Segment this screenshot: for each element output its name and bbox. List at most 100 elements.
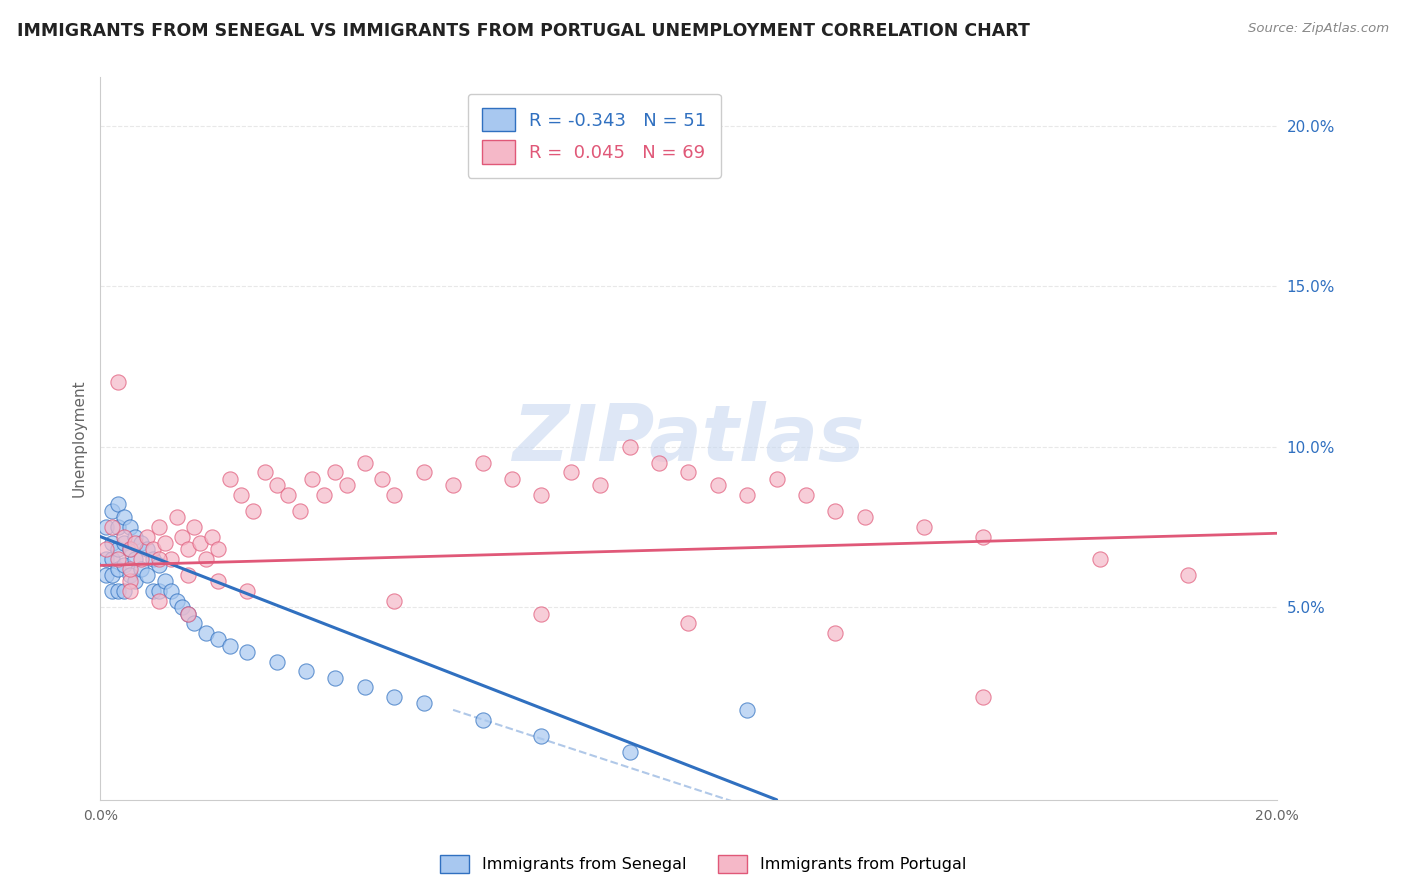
- Point: [131, 536, 153, 550]
- Point: [148, 593, 170, 607]
- Point: [94, 568, 117, 582]
- Point: [735, 703, 758, 717]
- Point: [501, 472, 523, 486]
- Point: [136, 568, 159, 582]
- Point: [218, 472, 240, 486]
- Point: [107, 497, 129, 511]
- Point: [153, 574, 176, 589]
- Point: [266, 655, 288, 669]
- Point: [253, 465, 276, 479]
- Point: [371, 472, 394, 486]
- Point: [207, 542, 229, 557]
- Legend: Immigrants from Senegal, Immigrants from Portugal: Immigrants from Senegal, Immigrants from…: [433, 848, 973, 880]
- Point: [166, 510, 188, 524]
- Point: [1177, 568, 1199, 582]
- Point: [678, 465, 700, 479]
- Point: [195, 552, 218, 566]
- Point: [101, 520, 124, 534]
- Point: [177, 607, 200, 621]
- Point: [101, 568, 124, 582]
- Point: [853, 510, 876, 524]
- Point: [107, 520, 129, 534]
- Point: [231, 488, 253, 502]
- Point: [183, 616, 205, 631]
- Point: [412, 465, 434, 479]
- Point: [148, 558, 170, 573]
- Point: [589, 478, 612, 492]
- Point: [101, 552, 124, 566]
- Point: [188, 536, 211, 550]
- Point: [530, 729, 553, 743]
- Point: [148, 520, 170, 534]
- Point: [94, 552, 117, 566]
- Point: [101, 536, 124, 550]
- Point: [153, 536, 176, 550]
- Point: [112, 510, 135, 524]
- Point: [118, 568, 141, 582]
- Text: Source: ZipAtlas.com: Source: ZipAtlas.com: [1249, 22, 1389, 36]
- Point: [107, 584, 129, 599]
- Point: [94, 542, 117, 557]
- Point: [207, 574, 229, 589]
- Point: [118, 542, 141, 557]
- Text: IMMIGRANTS FROM SENEGAL VS IMMIGRANTS FROM PORTUGAL UNEMPLOYMENT CORRELATION CHA: IMMIGRANTS FROM SENEGAL VS IMMIGRANTS FR…: [17, 22, 1029, 40]
- Point: [530, 607, 553, 621]
- Point: [288, 504, 311, 518]
- Point: [824, 504, 846, 518]
- Point: [678, 616, 700, 631]
- Point: [107, 561, 129, 575]
- Point: [94, 520, 117, 534]
- Point: [101, 504, 124, 518]
- Point: [183, 520, 205, 534]
- Point: [177, 607, 200, 621]
- Point: [560, 465, 582, 479]
- Point: [236, 645, 259, 659]
- Point: [118, 520, 141, 534]
- Point: [136, 529, 159, 543]
- Point: [765, 472, 787, 486]
- Point: [107, 552, 129, 566]
- Point: [266, 478, 288, 492]
- Point: [112, 558, 135, 573]
- Point: [131, 552, 153, 566]
- Point: [159, 552, 181, 566]
- Point: [382, 690, 405, 704]
- Point: [735, 488, 758, 502]
- Point: [142, 542, 165, 557]
- Legend: R = -0.343   N = 51, R =  0.045   N = 69: R = -0.343 N = 51, R = 0.045 N = 69: [468, 94, 721, 178]
- Point: [136, 542, 159, 557]
- Point: [1088, 552, 1111, 566]
- Point: [118, 561, 141, 575]
- Point: [972, 529, 994, 543]
- Point: [124, 536, 146, 550]
- Point: [242, 504, 264, 518]
- Point: [295, 665, 318, 679]
- Point: [131, 561, 153, 575]
- Point: [159, 584, 181, 599]
- Point: [912, 520, 935, 534]
- Point: [142, 552, 165, 566]
- Point: [101, 584, 124, 599]
- Point: [382, 593, 405, 607]
- Point: [112, 584, 135, 599]
- Point: [201, 529, 224, 543]
- Point: [441, 478, 464, 492]
- Point: [177, 542, 200, 557]
- Point: [301, 472, 323, 486]
- Point: [325, 671, 347, 685]
- Point: [218, 639, 240, 653]
- Point: [172, 529, 194, 543]
- Point: [412, 697, 434, 711]
- Y-axis label: Unemployment: Unemployment: [72, 380, 86, 498]
- Text: ZIPatlas: ZIPatlas: [512, 401, 865, 476]
- Point: [207, 632, 229, 647]
- Point: [107, 542, 129, 557]
- Point: [382, 488, 405, 502]
- Point: [707, 478, 730, 492]
- Point: [794, 488, 817, 502]
- Point: [312, 488, 335, 502]
- Point: [236, 584, 259, 599]
- Point: [118, 574, 141, 589]
- Point: [148, 584, 170, 599]
- Point: [353, 456, 375, 470]
